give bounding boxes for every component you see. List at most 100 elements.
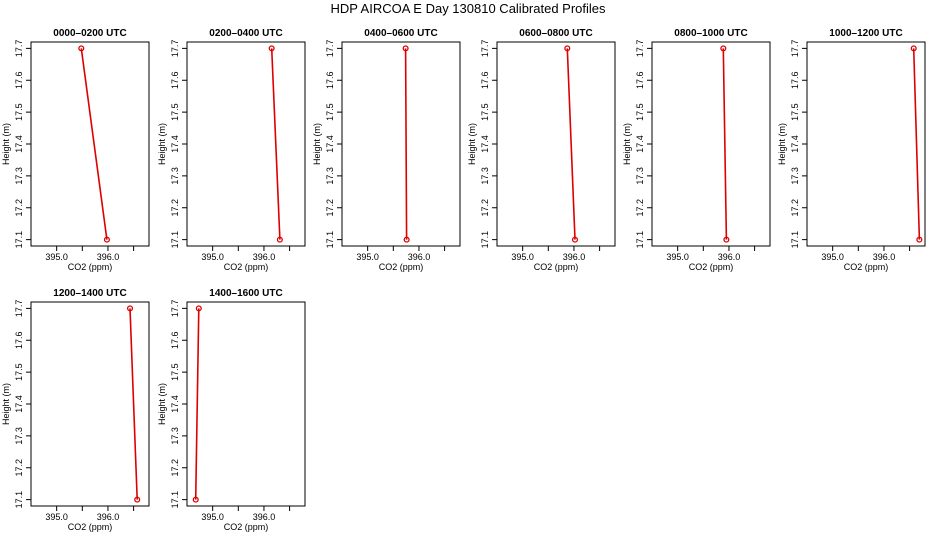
x-axis-label: CO2 (ppm) — [844, 262, 889, 272]
data-point — [916, 236, 923, 243]
x-tick-label: 396.0 — [563, 252, 586, 262]
x-tick-label: 396.0 — [718, 252, 741, 262]
y-tick-label: 17.7 — [14, 300, 24, 318]
y-tick-label: 17.5 — [480, 103, 490, 121]
y-tick-label: 17.7 — [790, 40, 800, 58]
panel-2: 0200–0400 UTC 395.0 396.0 17.1 17.2 17.3 17.4 1… — [157, 28, 306, 272]
x-axis-label: CO2 (ppm) — [224, 522, 269, 532]
x-tick-label: 395.0 — [666, 252, 689, 262]
y-tick-label: 17.1 — [14, 231, 24, 249]
x-axis-label: CO2 (ppm) — [68, 522, 113, 532]
y-tick-label: 17.5 — [790, 103, 800, 121]
data-point — [192, 496, 199, 503]
plot-frame — [341, 41, 461, 247]
y-tick-label: 17.3 — [14, 167, 24, 185]
y-tick-label: 17.4 — [14, 395, 24, 413]
panel-3: 0400–0600 UTC 395.0 396.0 17.1 17.2 17.3 17.4 1… — [312, 28, 461, 272]
y-axis-label: Height (m) — [312, 123, 322, 165]
y-tick-label: 17.4 — [480, 135, 490, 153]
y-tick-label: 17.5 — [14, 363, 24, 381]
y-tick-label: 17.1 — [170, 231, 180, 249]
y-axis-label: Height (m) — [157, 383, 167, 425]
y-tick-label: 17.7 — [325, 40, 335, 58]
panel-title: 0600–0800 UTC — [519, 28, 592, 39]
panel-title: 0200–0400 UTC — [209, 28, 282, 39]
panel-1: 0000–0200 UTC 395.0 396.0 17.1 17.2 17.3 17.4 1… — [1, 28, 150, 272]
y-tick-label: 17.3 — [790, 167, 800, 185]
y-tick-label: 17.2 — [325, 199, 335, 217]
x-axis-label: CO2 (ppm) — [68, 262, 113, 272]
y-tick-label: 17.1 — [170, 491, 180, 509]
y-tick-label: 17.1 — [790, 231, 800, 249]
x-tick-label: 396.0 — [253, 512, 276, 522]
y-tick-label: 17.1 — [480, 231, 490, 249]
y-tick-label: 17.1 — [635, 231, 645, 249]
x-tick-label: 396.0 — [97, 512, 120, 522]
y-tick-label: 17.4 — [325, 135, 335, 153]
data-point — [195, 305, 202, 312]
y-tick-label: 17.3 — [325, 167, 335, 185]
data-point — [564, 45, 571, 52]
y-axis-label: Height (m) — [622, 123, 632, 165]
data-point — [720, 45, 727, 52]
x-tick-label: 395.0 — [356, 252, 379, 262]
y-tick-label: 17.6 — [170, 71, 180, 89]
x-tick-label: 395.0 — [201, 512, 224, 522]
y-tick-label: 17.5 — [635, 103, 645, 121]
profile-line — [80, 48, 108, 240]
data-point — [723, 236, 730, 243]
y-tick-label: 17.5 — [170, 103, 180, 121]
y-tick-label: 17.6 — [325, 71, 335, 89]
y-tick-label: 17.2 — [480, 199, 490, 217]
y-tick-label: 17.4 — [170, 135, 180, 153]
panel-title: 0800–1000 UTC — [674, 28, 747, 39]
panel-5: 0800–1000 UTC 395.0 396.0 17.1 17.2 17.3 17.4 1… — [622, 28, 771, 272]
panel-4: 0600–0800 UTC 395.0 396.0 17.1 17.2 17.3 17.4 1… — [467, 28, 616, 272]
y-tick-label: 17.6 — [480, 71, 490, 89]
y-tick-label: 17.2 — [170, 199, 180, 217]
data-point — [402, 45, 409, 52]
data-point — [268, 45, 275, 52]
y-axis-label: Height (m) — [467, 123, 477, 165]
y-tick-label: 17.6 — [635, 71, 645, 89]
y-tick-label: 17.3 — [480, 167, 490, 185]
profile-line — [404, 48, 408, 240]
y-tick-label: 17.7 — [635, 40, 645, 58]
data-point — [276, 236, 283, 243]
panel-7: 1200–1400 UTC 395.0 396.0 17.1 17.2 17.3 17.4 1… — [1, 288, 150, 532]
x-tick-label: 396.0 — [253, 252, 276, 262]
y-tick-label: 17.2 — [790, 199, 800, 217]
plot-frame — [806, 41, 926, 247]
y-tick-label: 17.3 — [635, 167, 645, 185]
y-tick-label: 17.3 — [170, 427, 180, 445]
y-tick-label: 17.4 — [635, 135, 645, 153]
y-tick-label: 17.2 — [635, 199, 645, 217]
y-axis-label: Height (m) — [1, 383, 11, 425]
x-tick-label: 396.0 — [97, 252, 120, 262]
x-tick-label: 396.0 — [408, 252, 431, 262]
profile-line — [129, 308, 138, 500]
y-tick-label: 17.7 — [480, 40, 490, 58]
x-tick-label: 395.0 — [45, 512, 68, 522]
panel-title: 1000–1200 UTC — [829, 28, 902, 39]
y-tick-label: 17.1 — [325, 231, 335, 249]
x-axis-label: CO2 (ppm) — [379, 262, 424, 272]
panel-title: 0400–0600 UTC — [364, 28, 437, 39]
data-point — [910, 45, 917, 52]
x-tick-label: 395.0 — [511, 252, 534, 262]
y-axis-label: Height (m) — [777, 123, 787, 165]
profile-line — [194, 308, 200, 500]
y-tick-label: 17.1 — [14, 491, 24, 509]
y-tick-label: 17.2 — [14, 199, 24, 217]
y-tick-label: 17.3 — [14, 427, 24, 445]
y-tick-label: 17.4 — [170, 395, 180, 413]
plot-frame — [186, 301, 306, 507]
y-tick-label: 17.6 — [14, 71, 24, 89]
plot-frame — [651, 41, 771, 247]
data-point — [134, 496, 141, 503]
x-tick-label: 396.0 — [873, 252, 896, 262]
plot-frame — [186, 41, 306, 247]
data-point — [103, 236, 110, 243]
